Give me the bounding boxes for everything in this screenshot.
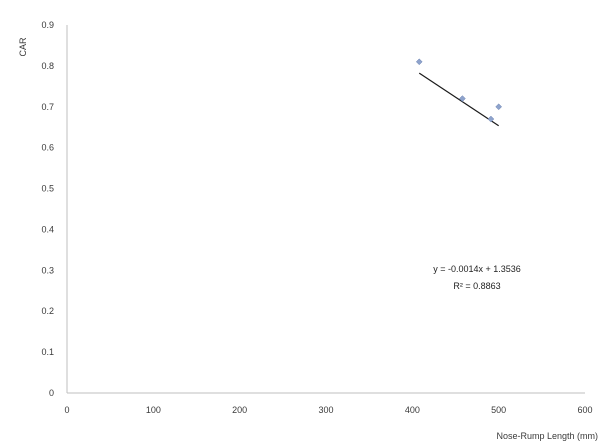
y-tick-label: 0.7 [41,102,54,112]
data-point [487,115,495,123]
x-tick-label: 600 [577,405,592,415]
y-tick-label: 0.4 [41,224,54,234]
y-tick-label: 0.6 [41,143,54,153]
x-tick-label: 300 [318,405,333,415]
data-point [495,103,503,111]
trendline [418,72,499,127]
data-points [415,58,503,123]
y-tick-label: 0.2 [41,306,54,316]
y-tick-label: 0 [49,388,54,398]
x-tick-label: 200 [232,405,247,415]
x-tick-labels: 0 100 200 300 400 500 600 [64,405,592,415]
data-point [459,95,466,102]
x-tick-label: 500 [491,405,506,415]
data-point [415,58,423,66]
r-squared-label: R² = 0.8863 [453,281,500,291]
y-tick-label: 0.1 [41,347,54,357]
y-tick-labels: 0 0.1 0.2 0.3 0.4 0.5 0.6 0.7 0.8 0.9 [41,20,54,398]
x-tick-label: 100 [146,405,161,415]
y-tick-label: 0.8 [41,61,54,71]
y-tick-label: 0.3 [41,265,54,275]
y-tick-label: 0.5 [41,184,54,194]
y-tick-label: 0.9 [41,20,54,30]
trendline-equation: y = -0.0014x + 1.3536 [433,264,521,274]
axes [66,25,585,394]
y-axis-title: CAR [18,37,28,57]
x-tick-label: 0 [64,405,69,415]
x-axis-title: Nose-Rump Length (mm) [496,431,598,441]
x-tick-label: 400 [405,405,420,415]
